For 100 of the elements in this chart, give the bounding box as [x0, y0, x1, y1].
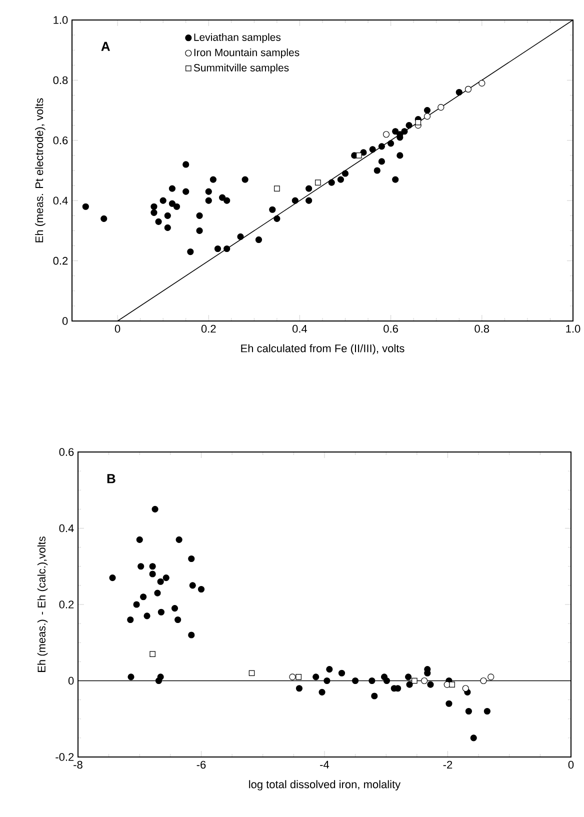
point — [338, 670, 345, 676]
x-tick-label: 0.2 — [201, 324, 216, 333]
point — [406, 122, 412, 129]
point — [411, 678, 418, 684]
point — [168, 185, 176, 192]
point — [188, 632, 195, 638]
point — [242, 176, 248, 183]
point — [337, 176, 344, 183]
point — [214, 245, 221, 252]
x-tick-label: -6 — [196, 760, 206, 769]
point — [274, 186, 280, 192]
point — [237, 233, 244, 240]
point — [464, 86, 472, 93]
y-tick-label: 1.0 — [54, 16, 68, 24]
point — [137, 563, 144, 570]
point — [420, 677, 428, 684]
point — [437, 104, 444, 111]
y-tick-label: 0 — [62, 317, 68, 325]
point — [136, 536, 143, 543]
x-tick-label: 1.0 — [566, 324, 580, 333]
point — [140, 594, 146, 600]
y-tick-label: 0 — [68, 676, 74, 685]
point — [480, 677, 487, 684]
point — [133, 601, 140, 608]
point — [189, 582, 196, 589]
point — [168, 200, 176, 207]
point — [182, 161, 190, 168]
point — [356, 152, 362, 158]
y-tick-label: -0.2 — [56, 753, 74, 761]
point — [396, 152, 404, 159]
point — [196, 212, 203, 219]
point — [318, 688, 326, 696]
point — [164, 212, 171, 219]
point — [109, 574, 116, 582]
x-tick-label: 0.6 — [383, 324, 398, 333]
point — [378, 158, 385, 165]
x-tick-label: 0.4 — [292, 324, 307, 333]
point — [164, 224, 171, 231]
point — [82, 203, 89, 210]
point — [126, 616, 134, 624]
point — [296, 674, 302, 680]
point — [149, 570, 156, 578]
point — [160, 197, 166, 204]
point — [174, 616, 181, 624]
y-tick-label: 0.6 — [59, 448, 74, 456]
point — [392, 128, 399, 135]
y-tick-label: 0.6 — [53, 136, 68, 144]
point — [487, 674, 494, 680]
x-tick-label: 0 — [568, 760, 574, 769]
point — [305, 185, 312, 192]
annotation: A — [101, 42, 110, 51]
point — [218, 194, 226, 201]
point — [378, 143, 385, 150]
legend-label: Leviathan samples — [194, 33, 280, 44]
point — [173, 203, 180, 210]
point — [312, 674, 320, 680]
point — [188, 555, 195, 562]
x-tick-label: 0 — [114, 324, 120, 333]
legend-label: Iron Mountain samples — [194, 48, 300, 58]
point — [289, 674, 296, 680]
point — [210, 176, 216, 183]
point — [205, 188, 212, 195]
point — [100, 215, 108, 222]
x-axis-title: Eh calculated from Fe (II/III), volts — [241, 344, 404, 354]
x-tick-label: -4 — [320, 760, 329, 768]
point — [314, 180, 321, 186]
point — [374, 167, 380, 174]
point — [150, 209, 158, 216]
point — [305, 197, 312, 204]
point — [326, 666, 333, 673]
point — [186, 248, 194, 256]
x-tick-label: 0.8 — [474, 324, 489, 333]
point — [152, 506, 158, 512]
point — [478, 80, 486, 87]
y-axis-title: Eh (meas. Pt electrode), volts — [34, 98, 46, 242]
point — [205, 197, 212, 204]
x-axis-title: log total dissolved iron, molality — [248, 780, 400, 790]
point — [470, 734, 477, 742]
point — [401, 128, 408, 135]
point — [144, 612, 150, 620]
point — [149, 563, 156, 570]
point — [465, 708, 472, 715]
point — [296, 685, 302, 692]
y-tick-label: 0.2 — [53, 256, 68, 265]
point — [382, 131, 390, 138]
point — [484, 708, 490, 715]
point — [392, 176, 399, 183]
point — [248, 670, 255, 676]
point — [154, 590, 161, 596]
point — [370, 692, 378, 700]
y-tick-label: 0.4 — [53, 196, 68, 204]
point — [456, 88, 462, 96]
y-tick-label: 0.4 — [59, 524, 74, 532]
legend-label: Summitville samples — [194, 64, 289, 74]
point — [369, 146, 376, 153]
point — [171, 605, 178, 612]
point — [449, 682, 455, 688]
point — [324, 677, 330, 684]
point — [255, 236, 262, 244]
y-axis-title: Eh (meas.) - Eh (calc.),volts — [37, 536, 48, 672]
